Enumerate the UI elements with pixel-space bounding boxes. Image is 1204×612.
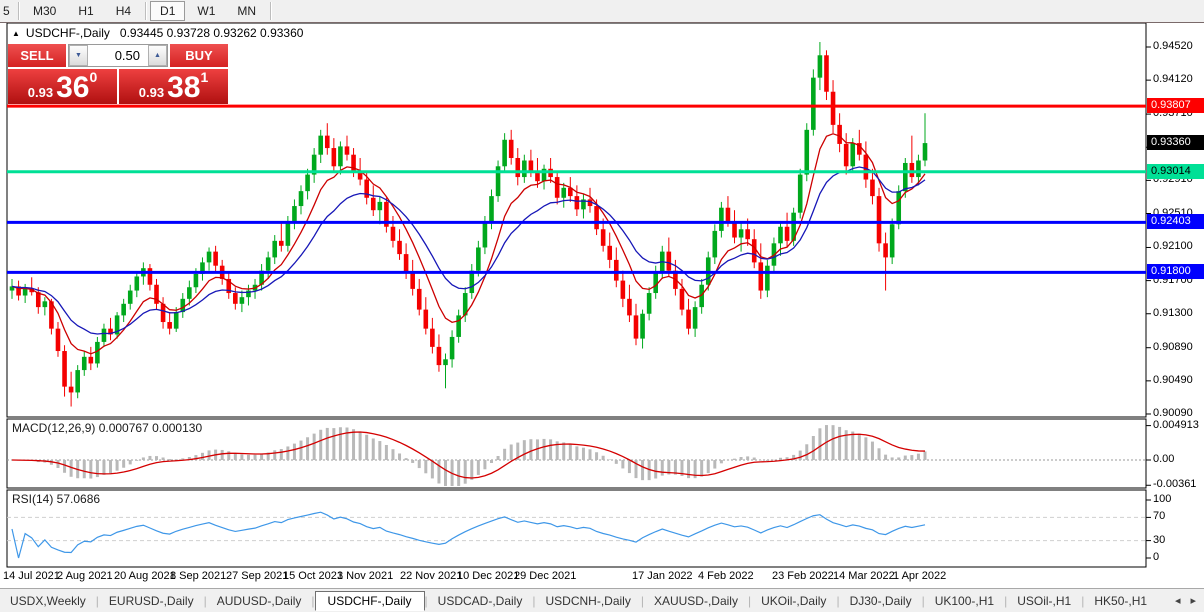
sell-price-box[interactable]: 0.93 36 0 (8, 69, 117, 104)
tab-usdchf-daily[interactable]: USDCHF-,Daily (314, 590, 425, 611)
chart-title: ▲ USDCHF-,Daily 0.93445 0.93728 0.93262 0.… (12, 26, 303, 40)
buy-price-box[interactable]: 0.93 38 1 (119, 69, 228, 104)
buy-price-pips: 38 (167, 71, 201, 104)
date-axis-label: 27 Sep 2021 (226, 570, 289, 582)
chart-tab-bar: USDX,Weekly | EURUSD-,Daily | AUDUSD-,Daily |… (0, 588, 1204, 612)
timeframe-button-w1[interactable]: W1 (197, 4, 216, 18)
date-axis-label: 4 Feb 2022 (698, 570, 754, 582)
collapse-triangle-icon[interactable]: ▲ (12, 29, 20, 38)
date-axis-label: 29 Dec 2021 (514, 570, 577, 582)
hline-price-badge: 0.91800 (1147, 264, 1204, 280)
sell-price-point: 0 (89, 69, 98, 85)
date-axis-label: 22 Nov 2021 (400, 570, 463, 582)
tab-separator: | (640, 593, 644, 608)
tab-usdcnh-daily[interactable]: USDCNH-,Daily (545, 593, 631, 608)
tab-scroll-arrows: ◂ ▸ (1175, 594, 1196, 607)
tab-separator: | (424, 593, 428, 608)
tab-separator: | (203, 593, 207, 608)
tab-scroll-right-icon[interactable]: ▸ (1190, 595, 1196, 607)
toolbar-separator (270, 2, 272, 20)
macd-indicator-label: MACD(12,26,9) 0.000767 0.000130 (12, 421, 203, 435)
lot-increase-button[interactable]: ▲ (148, 45, 167, 66)
chart-symbol-label: USDCHF-,Daily (25, 26, 110, 40)
price-axis-tick: 0.90090 (1153, 406, 1193, 419)
lot-decrease-button[interactable]: ▼ (69, 45, 88, 66)
tab-usoil-h1[interactable]: USOil-,H1 (1017, 593, 1072, 608)
trade-panel: SELL ▼ 0.50 ▲ BUY 0.93 36 0 0.93 38 1 (8, 44, 228, 104)
tab-separator: | (311, 593, 315, 608)
tab-audusd-daily[interactable]: AUDUSD-,Daily (216, 593, 302, 608)
price-axis-tick: 0.94120 (1153, 73, 1193, 86)
buy-price-point: 1 (200, 69, 209, 85)
timeframe-button-d1[interactable]: D1 (150, 1, 186, 21)
timeframe-button-m30[interactable]: M30 (33, 4, 57, 18)
hline-price-badge: 0.93807 (1147, 98, 1204, 114)
date-axis-label: 2 Aug 2021 (57, 570, 113, 582)
rsi-indicator-label: RSI(14) 57.0686 (12, 492, 101, 506)
rsi-axis-tick: 0 (1153, 551, 1160, 563)
timeframe-button-mn[interactable]: MN (237, 4, 257, 18)
lot-size-input[interactable]: 0.50 (114, 48, 140, 63)
sell-button[interactable]: SELL (8, 44, 66, 67)
tab-separator: | (1004, 593, 1008, 608)
price-axis-tick: 0.94520 (1153, 40, 1193, 52)
date-axis-label: 17 Jan 2022 (632, 570, 693, 582)
current-price-badge: 0.93360 (1147, 135, 1204, 151)
macd-axis-tick: 0.00 (1153, 453, 1175, 465)
tab-xauusd-daily[interactable]: XAUUSD-,Daily (653, 593, 738, 608)
date-axis-label: 15 Oct 2021 (283, 570, 343, 582)
date-axis-label: 14 Mar 2022 (833, 570, 895, 582)
price-axis-tick: 0.91300 (1153, 306, 1193, 319)
tab-separator: | (747, 593, 752, 608)
date-axis-label: 8 Sep 2021 (170, 570, 227, 582)
tab-scroll-left-icon[interactable]: ◂ (1174, 595, 1181, 607)
tab-ukoil-daily[interactable]: UKOil-,Daily (761, 593, 827, 608)
tab-separator: | (836, 593, 840, 608)
rsi-axis-tick: 70 (1153, 510, 1166, 523)
tab-usdx-weekly[interactable]: USDX,Weekly (10, 593, 86, 608)
chart-window[interactable]: ▲ USDCHF-,Daily 0.93445 0.93728 0.93262 0.… (0, 23, 1204, 588)
price-axis-tick: 0.90890 (1153, 340, 1193, 353)
tab-separator: | (921, 593, 925, 608)
toolbar-separator (18, 2, 19, 20)
price-axis-tick: 0.92100 (1153, 240, 1193, 253)
macd-axis-tick: -0.00361 (1153, 478, 1197, 491)
buy-price-base: 0.93 (138, 85, 165, 100)
tab-hk50-h1[interactable]: HK50-,H1 (1094, 593, 1148, 608)
tab-separator: | (95, 593, 99, 608)
lot-size-spinner: ▼ 0.50 ▲ (68, 44, 168, 67)
toolbar-separator (145, 2, 147, 20)
chart-canvas (6, 23, 1151, 568)
timeframe-button-5[interactable]: 5 (3, 4, 10, 18)
tab-usdcad-daily[interactable]: USDCAD-,Daily (437, 593, 523, 608)
timeframe-button-h4[interactable]: H4 (115, 4, 132, 18)
date-axis-label: 10 Dec 2021 (457, 570, 520, 582)
hline-price-badge: 0.93014 (1147, 163, 1204, 179)
date-axis-label: 3 Nov 2021 (337, 570, 394, 582)
date-axis-label: 1 Apr 2022 (893, 570, 947, 582)
date-axis-label: 14 Jul 2021 (3, 570, 60, 582)
buy-button[interactable]: BUY (170, 44, 228, 67)
tab-separator: | (1081, 593, 1085, 608)
macd-axis-tick: 0.004913 (1153, 418, 1199, 431)
timeframe-toolbar: 5 M30 H1 H4 D1 W1 MN (0, 0, 1204, 23)
timeframe-button-h1[interactable]: H1 (78, 4, 94, 18)
sell-price-pips: 36 (56, 71, 90, 104)
tab-uk100-h1[interactable]: UK100-,H1 (934, 593, 995, 608)
price-axis-tick: 0.90490 (1153, 373, 1193, 386)
date-axis-label: 23 Feb 2022 (772, 570, 834, 582)
tab-dj30-daily[interactable]: DJ30-,Daily (849, 593, 912, 608)
rsi-axis-tick: 30 (1153, 533, 1166, 546)
rsi-axis-tick: 100 (1153, 493, 1172, 505)
tab-separator: | (532, 593, 536, 608)
chart-ohlc-values: 0.93445 0.93728 0.93262 0.93360 (119, 26, 304, 40)
chevron-up-icon: ▲ (154, 52, 161, 59)
tab-eurusd-daily[interactable]: EURUSD-,Daily (108, 593, 194, 608)
date-axis-label: 20 Aug 2021 (114, 570, 176, 582)
sell-price-base: 0.93 (27, 85, 54, 100)
chevron-down-icon: ▼ (75, 52, 82, 59)
hline-price-badge: 0.92403 (1147, 214, 1204, 230)
